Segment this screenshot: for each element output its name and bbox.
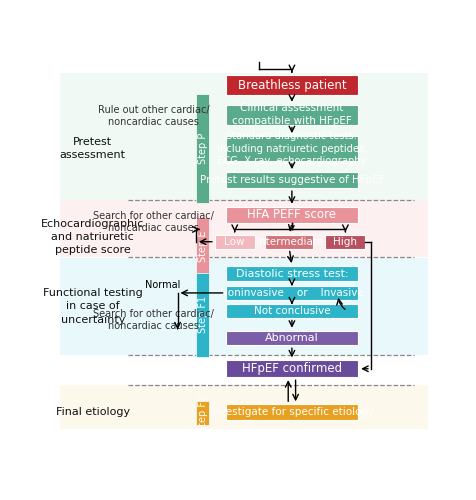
FancyBboxPatch shape: [226, 266, 358, 281]
Text: Pretest
assessment: Pretest assessment: [60, 137, 126, 160]
FancyBboxPatch shape: [197, 402, 209, 425]
Text: Investigate for specific etiology: Investigate for specific etiology: [210, 408, 374, 418]
Text: Step F2: Step F2: [198, 395, 208, 432]
FancyBboxPatch shape: [226, 286, 358, 300]
Text: Final etiology: Final etiology: [56, 408, 130, 418]
Text: Intermediate: Intermediate: [256, 236, 323, 246]
Text: Standard diagnostic tests:
including natriuretic peptides,
ECG, X-ray, echocardi: Standard diagnostic tests: including nat…: [217, 131, 367, 166]
FancyBboxPatch shape: [197, 218, 209, 276]
FancyBboxPatch shape: [226, 206, 358, 223]
Text: Step E: Step E: [198, 231, 208, 262]
Text: Breathless patient: Breathless patient: [238, 78, 346, 92]
FancyBboxPatch shape: [226, 104, 358, 124]
FancyBboxPatch shape: [60, 356, 428, 385]
FancyBboxPatch shape: [60, 200, 428, 257]
Text: Search for other cardiac/
noncardiac causes: Search for other cardiac/ noncardiac cau…: [93, 308, 214, 331]
FancyBboxPatch shape: [60, 74, 428, 200]
Text: Low: Low: [225, 236, 245, 246]
FancyBboxPatch shape: [326, 235, 365, 248]
Text: Clinical assessment
compatible with HFpEF: Clinical assessment compatible with HFpE…: [232, 104, 352, 126]
Text: HFA PEFF score: HFA PEFF score: [248, 208, 337, 222]
FancyBboxPatch shape: [226, 404, 358, 420]
Text: Step P: Step P: [198, 133, 208, 164]
Text: HFpEF confirmed: HFpEF confirmed: [242, 362, 342, 376]
FancyBboxPatch shape: [226, 172, 358, 188]
Text: Functional testing
in case of
uncertainty: Functional testing in case of uncertaint…: [43, 288, 143, 325]
Text: Not conclusive: Not conclusive: [254, 306, 330, 316]
FancyBboxPatch shape: [265, 235, 313, 248]
FancyBboxPatch shape: [226, 75, 358, 95]
FancyBboxPatch shape: [197, 94, 209, 203]
Text: Noninvasive    or    Invasive: Noninvasive or Invasive: [220, 288, 364, 298]
Text: Search for other cardiac/
noncardiac causes: Search for other cardiac/ noncardiac cau…: [93, 210, 214, 233]
FancyBboxPatch shape: [60, 386, 428, 429]
Text: Diastolic stress test:: Diastolic stress test:: [236, 268, 348, 278]
FancyBboxPatch shape: [226, 136, 358, 161]
Text: Pretest results suggestive of HFpEF: Pretest results suggestive of HFpEF: [199, 175, 384, 185]
Text: Step F1: Step F1: [198, 296, 208, 334]
FancyBboxPatch shape: [197, 273, 209, 357]
FancyBboxPatch shape: [226, 360, 358, 377]
FancyBboxPatch shape: [226, 304, 358, 318]
FancyBboxPatch shape: [226, 330, 358, 345]
Text: Abnormal: Abnormal: [265, 333, 319, 343]
Text: Rule out other cardiac/
noncardiac causes: Rule out other cardiac/ noncardiac cause…: [98, 104, 209, 127]
Text: Normal: Normal: [145, 280, 180, 290]
FancyBboxPatch shape: [215, 235, 255, 248]
Text: Echocardiographic
and natriuretic
peptide score: Echocardiographic and natriuretic peptid…: [41, 219, 144, 256]
FancyBboxPatch shape: [60, 258, 428, 356]
Text: High: High: [333, 236, 357, 246]
